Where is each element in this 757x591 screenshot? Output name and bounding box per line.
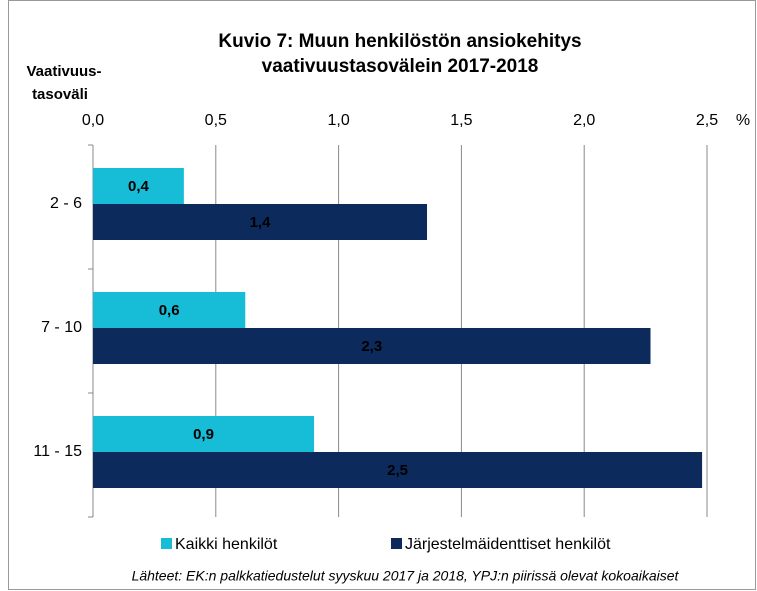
legend-label: Järjestelmäidenttiset henkilöt <box>405 536 611 553</box>
x-tick-label: 0,5 <box>205 112 227 129</box>
bar <box>93 328 651 364</box>
x-tick-label: 1,0 <box>327 112 349 129</box>
value-label: 0,6 <box>159 302 180 319</box>
source-note: Lähteet: EK:n palkkatiedustelut syyskuu … <box>132 568 680 584</box>
y-tick-label: 2 - 6 <box>50 195 82 212</box>
bar <box>93 452 703 488</box>
y-tick-label: 11 - 15 <box>33 443 82 460</box>
x-tick-label: 0,0 <box>82 112 104 129</box>
y-axis-title: tasoväli <box>32 86 88 103</box>
value-label: 0,9 <box>193 426 214 443</box>
bar <box>93 292 246 328</box>
y-tick-label: 7 - 10 <box>41 319 82 336</box>
x-tick-label: 2,5 <box>696 112 718 129</box>
x-tick-label: 2,0 <box>573 112 595 129</box>
legend-swatch <box>161 538 172 549</box>
bar <box>93 168 184 204</box>
legend-label: Kaikki henkilöt <box>175 536 278 553</box>
bar <box>93 204 428 240</box>
x-tick-label: 1,5 <box>450 112 472 129</box>
value-label: 2,5 <box>387 462 408 479</box>
x-unit: % <box>736 112 750 129</box>
bar <box>93 416 315 452</box>
value-label: 2,3 <box>361 338 382 355</box>
chart-frame <box>8 0 756 590</box>
value-label: 0,4 <box>128 178 150 195</box>
value-label: 1,4 <box>250 214 272 231</box>
legend-swatch <box>391 538 402 549</box>
chart-title: vaativuustasovälein 2017-2018 <box>262 56 539 77</box>
chart-title: Kuvio 7: Muun henkilöstön ansiokehitys <box>218 31 581 52</box>
y-axis-title: Vaativuus- <box>26 63 101 80</box>
